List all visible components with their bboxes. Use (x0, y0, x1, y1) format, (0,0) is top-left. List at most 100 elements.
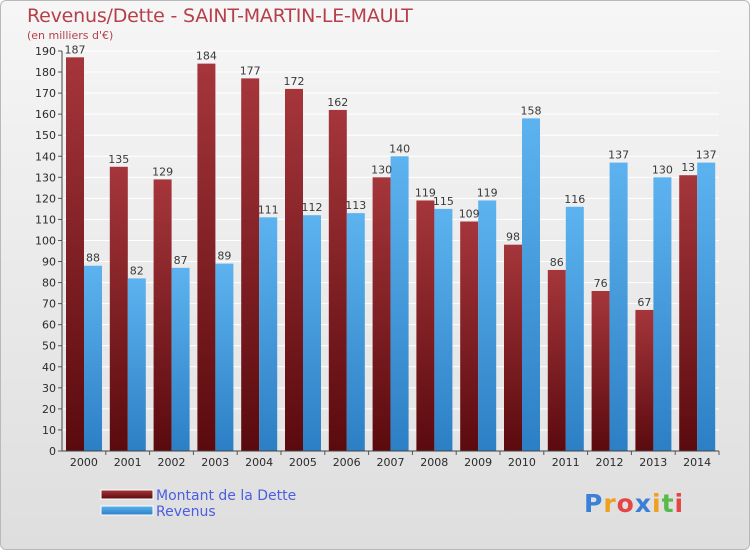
bar-dette (679, 175, 698, 452)
data-label-revenus: 88 (86, 252, 100, 265)
bar-dette (547, 269, 566, 451)
data-label-revenus: 111 (258, 203, 279, 216)
y-tick-label: 40 (42, 361, 56, 374)
logo-letter: i (652, 489, 662, 518)
x-tick-label: 2005 (289, 456, 317, 469)
x-tick-label: 2004 (245, 456, 273, 469)
data-label-revenus: 158 (521, 104, 542, 117)
bar-dette (372, 177, 391, 451)
logo-letter: P (584, 489, 604, 518)
chart-subtitle: (en milliers d'€) (27, 29, 114, 42)
data-label-dette: 187 (65, 43, 86, 56)
y-tick-label: 10 (42, 424, 56, 437)
data-label-dette: 184 (196, 50, 217, 63)
bar-revenus (215, 263, 234, 451)
bar-dette (66, 57, 84, 451)
bar-dette (416, 200, 435, 451)
logo-letter: t (661, 489, 675, 518)
y-tick-label: 60 (42, 319, 56, 332)
bar-revenus (259, 217, 278, 451)
bar-revenus (127, 278, 146, 451)
bar-dette (241, 78, 260, 452)
bar-dette (504, 244, 522, 451)
data-label-dette: 86 (550, 256, 564, 269)
bar-revenus (171, 267, 190, 451)
axes (58, 50, 720, 455)
logo-letter: i (674, 489, 685, 518)
data-label-revenus: 137 (608, 149, 629, 162)
y-tick-label: 160 (35, 108, 56, 121)
y-tick-label: 140 (35, 150, 56, 163)
labels: 0 10 20 30 40 50 60 70 80 90 100 110 120 130 140 150 160… (35, 43, 717, 469)
legend-swatch-revenus (100, 505, 154, 516)
data-label-revenus: 119 (477, 186, 498, 199)
y-tick-label: 190 (35, 45, 56, 58)
bar-dette (153, 179, 172, 451)
data-label-dette: 119 (415, 186, 436, 199)
y-tick-label: 0 (49, 445, 56, 458)
data-label-dette: 130 (371, 163, 392, 176)
y-tick-label: 170 (35, 87, 56, 100)
bar-revenus (84, 265, 102, 451)
bar-dette (460, 221, 479, 451)
data-label-revenus: 82 (130, 264, 144, 277)
x-tick-label: 2009 (464, 456, 492, 469)
bar-revenus (565, 206, 584, 451)
bar-revenus (609, 162, 628, 451)
bar-revenus (697, 162, 716, 451)
bar-revenus (346, 213, 365, 451)
bar-dette (285, 88, 303, 451)
y-tick-label: 100 (35, 234, 56, 247)
bar-revenus (303, 215, 321, 451)
data-label-dette: 135 (108, 153, 129, 166)
y-tick-label: 180 (35, 66, 56, 79)
x-tick-label: 2013 (639, 456, 667, 469)
data-label-revenus: 130 (652, 163, 673, 176)
legend-swatch-dette (100, 489, 154, 500)
x-tick-label: 2001 (114, 456, 142, 469)
data-label-dette: 109 (459, 208, 480, 221)
x-tick-label: 2002 (158, 456, 186, 469)
y-tick-label: 150 (35, 129, 56, 142)
data-label-revenus: 140 (389, 142, 410, 155)
data-label-revenus: 113 (345, 199, 366, 212)
x-tick-label: 2008 (420, 456, 448, 469)
chart-title: Revenus/Dette - SAINT-MARTIN-LE-MAULT (27, 5, 413, 27)
logo-letter: x (634, 489, 652, 518)
bar-dette (635, 309, 654, 451)
x-tick-label: 2014 (683, 456, 711, 469)
bar-dette (197, 63, 216, 451)
bar-revenus (522, 118, 540, 452)
data-label-dette: 67 (637, 296, 651, 309)
data-label-dette: 162 (327, 96, 348, 109)
x-tick-label: 2006 (333, 456, 361, 469)
data-label-revenus: 116 (564, 193, 585, 206)
x-tick-label: 2011 (552, 456, 580, 469)
data-label-dette: 177 (240, 64, 261, 77)
y-tick-label: 130 (35, 171, 56, 184)
data-label-dette: 129 (152, 165, 173, 178)
legend-label-revenus: Revenus (156, 504, 216, 520)
data-label-revenus: 89 (217, 250, 231, 263)
y-tick-label: 120 (35, 192, 56, 205)
bar-revenus (478, 200, 497, 451)
logo-letter: o (616, 489, 635, 518)
bar-dette (591, 291, 610, 451)
y-tick-label: 30 (42, 382, 56, 395)
x-tick-label: 2012 (596, 456, 624, 469)
y-tick-label: 110 (35, 213, 56, 226)
x-tick-label: 2010 (508, 456, 536, 469)
data-label-revenus: 87 (174, 254, 188, 267)
x-tick-label: 2000 (70, 456, 98, 469)
y-tick-label: 70 (42, 298, 56, 311)
data-label-dette: 98 (506, 231, 520, 244)
y-tick-label: 20 (42, 403, 56, 416)
data-label-dette: 172 (284, 75, 305, 88)
legend-label-dette: Montant de la Dette (156, 488, 296, 504)
data-label-revenus: 137 (696, 149, 717, 162)
bar-revenus (390, 156, 409, 451)
x-tick-label: 2003 (201, 456, 229, 469)
